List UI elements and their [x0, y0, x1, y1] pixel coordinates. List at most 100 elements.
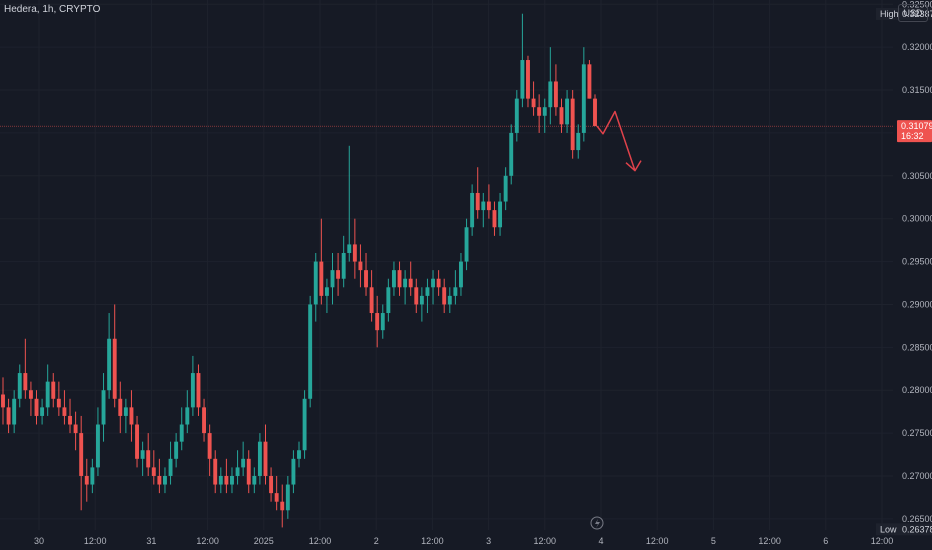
price-tick-label: 0.29500 [902, 257, 932, 267]
candle-body [257, 441, 262, 476]
candle-body [146, 450, 151, 468]
time-tick-label: 12:00 [421, 536, 444, 546]
candle-body [397, 270, 402, 288]
candle-body [84, 475, 89, 485]
currency-button[interactable]: USD [898, 4, 928, 22]
price-tick-label: 0.30000 [902, 214, 932, 224]
flash-icon[interactable] [590, 516, 604, 530]
candle-body [291, 458, 296, 485]
candle-body [391, 270, 396, 288]
candle-body [364, 270, 368, 288]
candle-body [202, 407, 207, 434]
candle-body [263, 441, 268, 476]
time-tick-label: 30 [34, 536, 44, 546]
candle-body [179, 424, 184, 442]
price-tick-label: 0.27500 [902, 428, 932, 438]
current-price-tag [897, 120, 932, 143]
candle-body [51, 381, 56, 399]
time-tick-label: 2 [374, 536, 379, 546]
candle-body [514, 98, 519, 133]
candle-body [336, 270, 341, 279]
candle-body [481, 201, 486, 211]
time-tick-label: 12:00 [196, 536, 219, 546]
projection-line [596, 110, 636, 171]
candle-body [107, 338, 112, 391]
candle-body [565, 98, 570, 125]
candle-body [23, 373, 28, 391]
candle-body [313, 261, 318, 305]
candle-body [408, 278, 413, 288]
time-axis[interactable]: 30 12:00 31 12:00 2025 12:00 2 12:00 3 12:00 4 12:0… [34, 516, 894, 546]
candle-body [151, 467, 156, 476]
candle-body [123, 407, 128, 416]
current-price-value: 0.31079 [901, 121, 932, 131]
price-tick-label: 0.30500 [902, 171, 932, 181]
candle-body [431, 278, 435, 288]
candle-body [380, 313, 385, 331]
candle-body [56, 398, 61, 408]
candle-body [475, 192, 480, 211]
candle-body [324, 287, 329, 296]
candle-body [17, 373, 22, 399]
price-tick-label: 0.31500 [902, 85, 932, 95]
candle-body [593, 98, 597, 127]
candle-body [246, 458, 251, 485]
candle-body [280, 501, 285, 511]
candle-body [235, 467, 240, 476]
low-label: Low [880, 524, 897, 534]
candle-body [570, 98, 575, 151]
price-tick-label: 0.28000 [902, 385, 932, 395]
candle-body [537, 107, 542, 116]
grid [0, 0, 893, 530]
candle-body [40, 407, 45, 416]
candle-body [526, 60, 530, 99]
time-tick-label: 31 [146, 536, 156, 546]
candle-body [285, 484, 290, 511]
candle-body [163, 475, 167, 485]
candle-body [369, 287, 374, 314]
price-tick-label: 0.28500 [902, 342, 932, 352]
candle-body [576, 132, 581, 151]
candle-body [218, 475, 223, 485]
candle-body [486, 201, 491, 211]
candle-body [274, 493, 279, 502]
time-tick-label: 4 [598, 536, 603, 546]
candle-body [464, 227, 469, 262]
candle-body [230, 475, 234, 485]
candle-body [28, 390, 33, 399]
time-tick-label: 3 [486, 536, 491, 546]
candle-body [498, 201, 503, 228]
candle-body [252, 475, 257, 485]
candle-body [68, 415, 72, 425]
time-tick-label: 12:00 [84, 536, 107, 546]
high-label-bg [876, 7, 932, 20]
high-label: High [880, 9, 899, 19]
candle-body [129, 407, 134, 425]
candle-body [453, 287, 458, 296]
candle-body [341, 252, 346, 279]
time-tick-label: 12:00 [309, 536, 332, 546]
candle-body [581, 64, 586, 133]
candle-body [45, 381, 50, 408]
candle-body [319, 261, 324, 296]
candle-body [403, 278, 408, 288]
candle-body [352, 244, 357, 262]
candle-body [347, 244, 352, 253]
candle-body [470, 192, 475, 228]
time-tick-label: 12:00 [871, 536, 894, 546]
candle-body [196, 373, 201, 408]
candle-body [207, 433, 212, 459]
candle-body [559, 107, 564, 125]
candle-body [12, 398, 17, 425]
candles [1, 13, 597, 528]
candle-body [442, 287, 447, 305]
candle-body [302, 398, 307, 451]
price-axis[interactable]: 0.325000.320000.315000.310000.305000.300… [876, 0, 932, 536]
candle-body [241, 458, 246, 468]
time-tick-label: 12:00 [758, 536, 781, 546]
candle-body [185, 407, 190, 425]
price-tick-label: 0.27000 [902, 471, 932, 481]
price-tick-label: 0.29000 [902, 299, 932, 309]
candle-body [492, 210, 497, 228]
